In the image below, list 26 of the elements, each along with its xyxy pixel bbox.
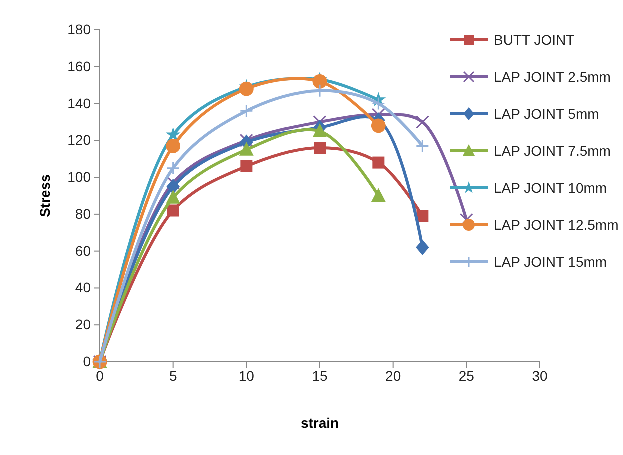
x-tick-label: 5 <box>169 368 178 384</box>
x-tick-label: 30 <box>532 368 548 384</box>
y-tick-label: 140 <box>68 95 92 112</box>
y-tick-label: 80 <box>75 206 92 222</box>
y-tick-label: 180 <box>68 21 92 38</box>
legend-label: LAP JOINT 2.5mm <box>494 69 611 85</box>
y-tick-label: 160 <box>68 58 92 74</box>
x-axis-title: strain <box>300 415 340 431</box>
y-axis-title: Stress <box>37 174 53 218</box>
x-tick-label: 25 <box>458 368 475 384</box>
y-tick-label: 40 <box>75 280 92 296</box>
legend-label: LAP JOINT 10mm <box>494 180 608 196</box>
legend-label: BUTT JOINT <box>494 32 576 48</box>
y-tick-label: 120 <box>68 132 92 148</box>
x-tick-label: 20 <box>386 368 402 384</box>
legend-label: LAP JOINT 7.5mm <box>494 143 611 159</box>
y-tick-label: 0 <box>83 353 92 370</box>
y-tick-label: 60 <box>75 242 92 259</box>
legend-label: LAP JOINT 12.5mm <box>494 217 619 233</box>
x-tick-label: 0 <box>96 368 104 384</box>
x-tick-label: 15 <box>312 368 328 384</box>
legend-label: LAP JOINT 15mm <box>494 254 608 270</box>
x-tick-label: 10 <box>238 368 255 384</box>
y-tick-label: 20 <box>75 316 92 333</box>
y-tick-label: 100 <box>68 169 92 186</box>
legend-label: LAP JOINT 5mm <box>494 106 600 122</box>
